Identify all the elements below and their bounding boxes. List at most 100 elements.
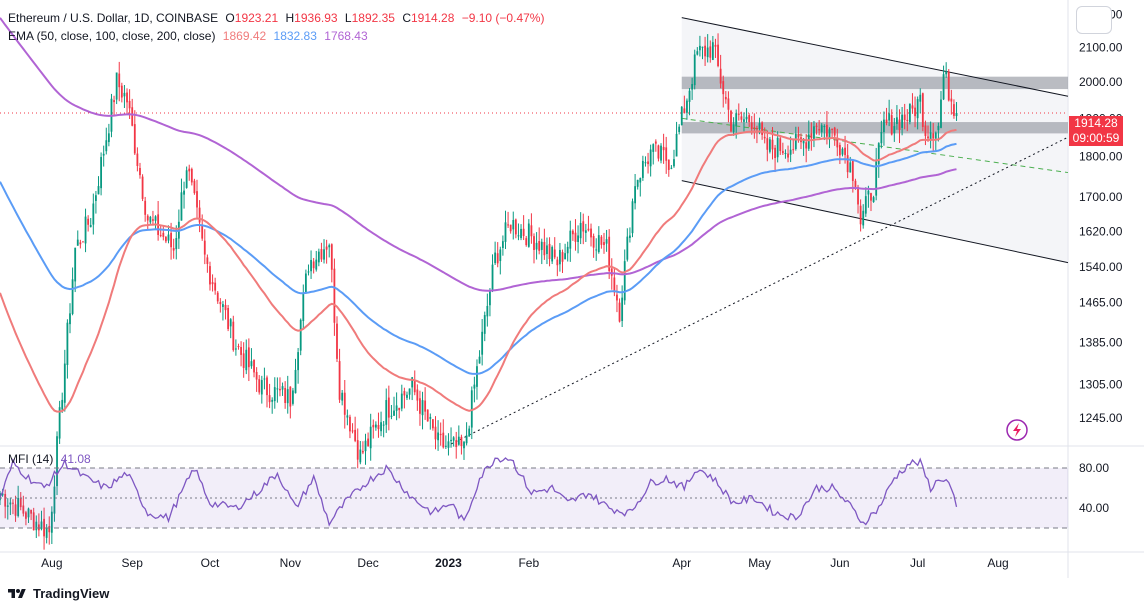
candle-body — [450, 439, 452, 442]
candle-body — [701, 46, 704, 48]
candle — [574, 219, 577, 251]
candle — [304, 269, 307, 294]
candle — [50, 506, 53, 545]
candle — [496, 242, 499, 268]
candle — [559, 242, 561, 272]
candle — [714, 38, 717, 58]
candle-body — [584, 230, 587, 233]
candle-body — [234, 348, 237, 350]
candle — [857, 184, 859, 214]
candle — [234, 339, 237, 356]
candle-body — [172, 248, 175, 251]
candle-body — [279, 388, 281, 391]
candle-body — [302, 293, 305, 322]
candle — [123, 84, 126, 109]
candle — [517, 223, 520, 241]
candle-body — [779, 138, 782, 152]
mfi-tick-label: 40.00 — [1079, 501, 1109, 515]
candle-body — [810, 133, 813, 139]
candle-body — [698, 45, 701, 51]
candle-body — [603, 242, 605, 246]
candle-body — [131, 107, 134, 126]
candle — [579, 212, 582, 245]
candle-body — [787, 153, 789, 158]
candle — [605, 229, 608, 252]
candle — [781, 142, 784, 156]
candle-body — [540, 241, 543, 250]
candle — [942, 65, 945, 101]
candle-body — [911, 105, 914, 109]
candle-body — [660, 145, 662, 161]
candle — [66, 319, 69, 379]
candle — [120, 82, 123, 103]
candle-body — [476, 366, 478, 387]
close-value: 1914.28 — [411, 11, 455, 25]
candle-body — [206, 257, 209, 264]
candle-body — [421, 400, 424, 416]
candle-body — [372, 424, 375, 428]
candle — [947, 69, 950, 102]
candle — [61, 392, 64, 413]
candle-body — [579, 222, 582, 239]
candle — [626, 228, 629, 262]
candle — [763, 127, 766, 144]
candle-body — [167, 234, 170, 241]
candle — [520, 224, 522, 241]
candle-body — [826, 124, 828, 137]
candle — [499, 246, 502, 275]
candle-body — [152, 219, 154, 221]
candle-body — [582, 221, 585, 232]
channel-lower-line — [681, 180, 1069, 264]
tradingview-footer[interactable]: TradingView — [6, 586, 109, 601]
price-tick-label: 1800.00 — [1079, 150, 1123, 164]
candle-body — [870, 193, 872, 201]
candle-body — [499, 249, 502, 262]
candle-body — [398, 407, 401, 411]
candle-body — [626, 236, 629, 260]
candle — [196, 179, 198, 219]
chart-settings-button[interactable] — [1076, 6, 1112, 34]
candle — [214, 277, 217, 295]
candle — [512, 211, 515, 240]
candle-body — [330, 244, 333, 270]
candle-body — [442, 432, 445, 448]
candle — [566, 241, 569, 262]
candle-body — [395, 405, 398, 411]
candle — [639, 177, 642, 197]
candle-body — [100, 157, 103, 189]
candle-body — [35, 521, 38, 531]
candle — [657, 144, 660, 162]
candle — [616, 284, 618, 313]
candle — [136, 147, 139, 172]
candle-body — [374, 424, 377, 428]
candle — [818, 120, 821, 136]
price-tick-label: 1245.00 — [1079, 411, 1123, 425]
candle-body — [535, 242, 538, 250]
candle — [43, 507, 45, 550]
candle — [924, 120, 927, 146]
candle-body — [844, 147, 846, 156]
candle-body — [833, 127, 836, 136]
candle — [603, 232, 605, 254]
candle — [846, 143, 849, 179]
candle-body — [823, 126, 826, 128]
candle-body — [102, 153, 105, 156]
candle-body — [693, 54, 696, 86]
candle — [553, 237, 556, 260]
candle-body — [247, 347, 250, 368]
candle-body — [48, 526, 51, 533]
candle-body — [686, 100, 688, 113]
candle-body — [634, 186, 637, 204]
candle-body — [893, 126, 896, 134]
candle — [183, 181, 185, 209]
candle-body — [263, 378, 266, 380]
candle-body — [740, 116, 743, 120]
candle — [279, 377, 281, 397]
candle-body — [460, 436, 463, 446]
candle — [688, 88, 691, 116]
candle-body — [74, 247, 77, 282]
candle-body — [862, 210, 865, 226]
candle — [216, 291, 219, 304]
time-tick-label: Nov — [280, 556, 301, 570]
